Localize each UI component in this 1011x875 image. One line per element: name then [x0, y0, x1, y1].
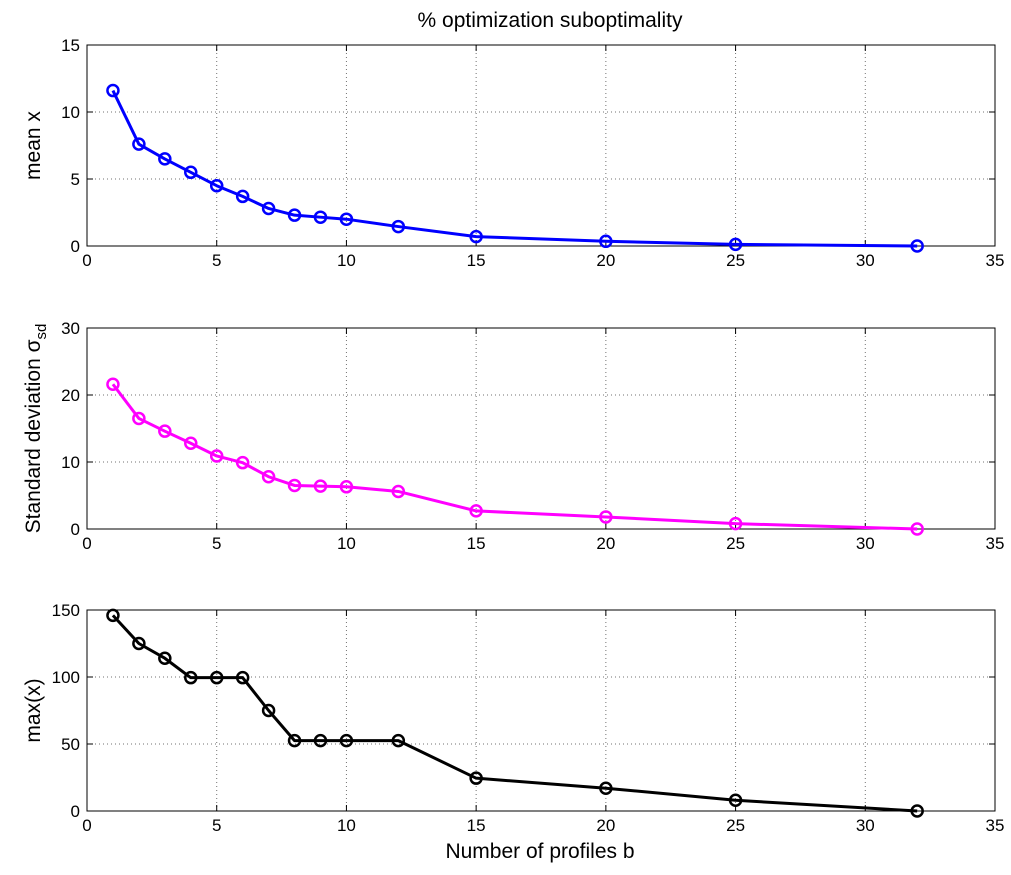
- y-tick-label: 0: [71, 237, 80, 256]
- data-point: [728, 793, 743, 808]
- data-point: [910, 522, 924, 536]
- data-point: [599, 234, 613, 249]
- series-line: [111, 614, 918, 813]
- y-tick-label: 100: [52, 668, 80, 687]
- data-point: [132, 137, 146, 151]
- x-tick-label: 20: [596, 251, 615, 270]
- axes-box: [86, 44, 996, 247]
- data-point: [391, 484, 406, 499]
- y-tick-label: 50: [61, 735, 80, 754]
- data-point: [469, 229, 483, 244]
- x-tick-label: 25: [726, 534, 745, 553]
- x-tick-label: 25: [726, 816, 745, 835]
- data-point: [132, 636, 146, 651]
- data-point: [209, 670, 224, 685]
- x-tick-label: 5: [212, 251, 221, 270]
- data-point: [209, 449, 224, 463]
- x-axis-label: Number of profiles b: [445, 840, 634, 863]
- data-point: [469, 771, 483, 785]
- x-tick-label: 25: [726, 251, 745, 270]
- data-point: [184, 670, 198, 685]
- series-line: [111, 383, 918, 531]
- subplot-mean: 0 5 10 15 20 25 30 35 0 5 10 15 mean x: [22, 36, 1004, 270]
- data-point: [235, 189, 250, 204]
- data-point: [910, 239, 924, 253]
- x-tick-label: 35: [986, 251, 1005, 270]
- figure-title: % optimization suboptimality: [418, 9, 683, 32]
- data-point: [313, 479, 328, 493]
- data-point: [261, 469, 276, 484]
- subplot-max: 0 5 10 15 20 25 30 35 0 50 100 150 max(x): [22, 601, 1004, 835]
- data-point: [287, 733, 302, 748]
- axes-box: [86, 609, 996, 812]
- data-point: [313, 733, 328, 748]
- x-tick-label: 10: [337, 251, 356, 270]
- y-tick-label: 10: [61, 103, 80, 122]
- data-point: [158, 424, 172, 438]
- y-axis-label: mean x: [22, 111, 45, 180]
- data-point: [287, 208, 302, 222]
- x-tick-label: 20: [596, 534, 615, 553]
- data-point: [339, 480, 354, 494]
- y-tick-label: 5: [71, 170, 80, 189]
- data-point: [313, 210, 328, 224]
- y-tick-label: 0: [71, 520, 80, 539]
- x-tick-label: 35: [986, 534, 1005, 553]
- y-tick-label: 150: [52, 601, 80, 620]
- x-tick-label: 30: [856, 816, 875, 835]
- data-point: [339, 733, 354, 748]
- x-tick-label: 30: [856, 251, 875, 270]
- y-tick-label: 30: [61, 319, 80, 338]
- axes-box: [86, 327, 996, 530]
- x-tick-label: 10: [337, 534, 356, 553]
- data-point: [261, 201, 276, 216]
- y-axis-label: max(x): [22, 678, 45, 742]
- subplot-std-dev: 0 5 10 15 20 25 30 35 0 10 20 30 Standard deviation …: [22, 319, 1004, 553]
- x-tick-label: 5: [212, 534, 221, 553]
- x-tick-label: 0: [82, 251, 91, 270]
- x-tick-label: 30: [856, 534, 875, 553]
- data-point: [209, 178, 224, 193]
- data-point: [106, 608, 120, 623]
- x-tick-label: 10: [337, 816, 356, 835]
- data-point: [235, 455, 250, 470]
- data-point: [184, 165, 198, 180]
- x-tick-label: 15: [467, 816, 486, 835]
- data-point: [132, 411, 146, 426]
- data-point: [158, 152, 172, 166]
- data-point: [184, 436, 198, 450]
- data-point: [339, 212, 354, 226]
- x-tick-label: 5: [212, 816, 221, 835]
- data-point: [261, 703, 276, 718]
- data-point: [158, 651, 172, 665]
- y-tick-label: 15: [61, 36, 80, 55]
- data-point: [391, 219, 406, 234]
- series-line: [111, 89, 918, 248]
- y-tick-label: 0: [71, 802, 80, 821]
- data-point: [728, 516, 743, 531]
- data-point: [910, 804, 924, 818]
- x-tick-label: 20: [596, 816, 615, 835]
- x-tick-label: 0: [82, 816, 91, 835]
- y-tick-label: 20: [61, 386, 80, 405]
- data-point: [106, 377, 120, 392]
- data-point: [599, 781, 613, 795]
- x-tick-label: 35: [986, 816, 1005, 835]
- x-tick-label: 0: [82, 534, 91, 553]
- data-point: [469, 504, 483, 518]
- data-point: [728, 237, 743, 252]
- y-axis-label: Standard deviation σsd: [22, 324, 50, 534]
- data-point: [106, 83, 120, 98]
- data-point: [235, 670, 250, 685]
- data-point: [599, 510, 613, 524]
- x-tick-label: 15: [467, 251, 486, 270]
- data-point: [287, 478, 302, 493]
- y-tick-label: 10: [61, 453, 80, 472]
- data-point: [391, 733, 406, 748]
- x-tick-label: 15: [467, 534, 486, 553]
